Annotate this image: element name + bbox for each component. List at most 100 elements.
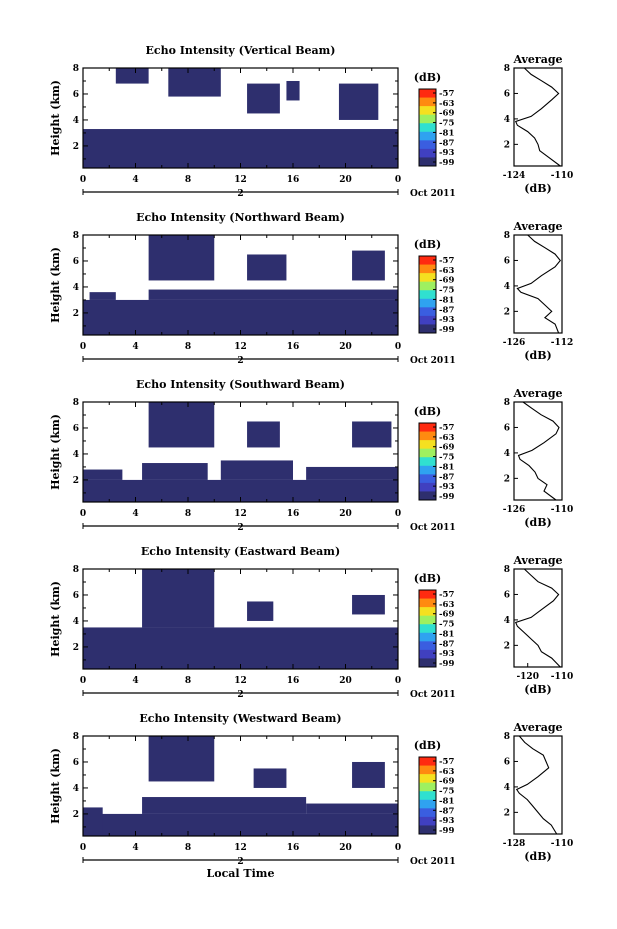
x-tick-label: 4 [132,342,138,352]
colorbar-segment [419,774,436,784]
average-frame [513,234,563,334]
colorbar-segment [419,816,436,826]
y-tick-label: 2 [73,476,79,486]
echo-region [247,601,274,621]
x-tick-label: 0 [80,342,86,352]
average-x-label: (dB) [524,516,551,529]
y-tick-label: 8 [73,64,79,74]
colorbar-segment [419,448,436,458]
colorbar-tick-label: -81 [439,462,454,472]
colorbar-unit: (dB) [414,739,441,752]
average-x-tick-label: -128 [503,839,526,849]
average-x-tick-label: -110 [551,505,574,515]
y-axis-label: Height (km) [49,748,62,824]
colorbar-segment [419,123,436,133]
date-label: Oct 2011 [410,690,456,700]
colorbar-unit: (dB) [414,405,441,418]
x-tick-label: 8 [185,509,191,519]
colorbar-tick-label: -93 [439,649,454,659]
date-label: Oct 2011 [410,356,456,366]
colorbar-segment [419,256,436,266]
x-tick-label: 20 [339,509,352,519]
colorbar-frame [418,422,437,501]
average-x-label: (dB) [524,683,551,696]
echo-region [148,402,215,448]
average-y-tick-label: 6 [504,256,510,266]
average-y-tick-label: 6 [504,757,510,767]
echo-region [83,807,103,836]
x-tick-label: 8 [185,676,191,686]
average-title: Average [512,53,562,66]
x-axis-label: Local Time [207,867,275,880]
average-title: Average [512,721,562,734]
colorbar-tick-label: -99 [439,659,454,669]
average-y-tick-label: 2 [504,140,510,150]
average-y-tick-label: 6 [504,590,510,600]
x-tick-label: 12 [234,843,247,853]
panel-3: Echo Intensity (Southward Beam) 2 4 6 8 0 4 8 12… [49,378,573,533]
x-tick-label: 16 [287,175,300,185]
colorbar-segment [419,457,436,467]
colorbar-segment [419,799,436,809]
colorbar-segment [419,440,436,450]
echo-region [148,736,215,782]
colorbar-tick-label: -69 [439,109,454,119]
average-y-tick-label: 6 [504,89,510,99]
average-y-tick-label: 2 [504,474,510,484]
heatmap-title: Echo Intensity (Northward Beam) [136,211,345,224]
echo-region [142,797,307,814]
x-tick-label: 4 [132,843,138,853]
date-tick-label: 2 [237,523,243,533]
colorbar-segment [419,491,436,501]
average-profile-line [515,735,558,835]
colorbar-tick-label: -99 [439,325,454,335]
date-label: Oct 2011 [410,523,456,533]
colorbar-tick-label: -93 [439,148,454,158]
echo-region [352,421,392,448]
colorbar-segment [419,757,436,767]
echo-region [247,421,280,448]
echo-region [115,68,149,84]
average-y-tick-label: 4 [504,449,510,459]
average-y-tick-label: 2 [504,641,510,651]
y-axis-label: Height (km) [49,414,62,490]
y-tick-label: 4 [73,784,79,794]
y-tick-label: 8 [73,231,79,241]
x-tick-label: 20 [339,342,352,352]
average-y-tick-label: 4 [504,115,510,125]
colorbar-tick-label: -57 [439,256,454,266]
colorbar-segment [419,658,436,668]
average-title: Average [512,554,562,567]
date-label: Oct 2011 [410,189,456,199]
x-tick-label: 20 [339,843,352,853]
colorbar-segment [419,765,436,775]
average-x-tick-label: -110 [551,171,574,181]
colorbar-frame [418,255,437,334]
echo-regions [83,736,398,836]
average-title: Average [512,387,562,400]
panel-1: Echo Intensity (Vertical Beam) 2 4 6 8 0 4 8 12 1… [49,44,573,199]
y-axis-label: Height (km) [49,80,62,156]
panel-5: Echo Intensity (Westward Beam) 2 4 6 8 0 4 8 12 1… [49,712,573,880]
average-x-tick-label: -110 [551,839,574,849]
echo-region [306,803,398,814]
average-x-tick-label: -126 [503,505,526,515]
x-tick-label: 0 [80,175,86,185]
average-profile-line [517,401,560,501]
average-title: Average [512,220,562,233]
colorbar-segment [419,307,436,317]
colorbar-tick-label: -75 [439,620,454,630]
date-tick-label: 2 [237,690,243,700]
colorbar-tick-label: -99 [439,492,454,502]
x-tick-label: 12 [234,175,247,185]
echo-region [168,68,221,97]
x-tick-label: 8 [185,342,191,352]
colorbar-segment [419,290,436,300]
colorbar-segment [419,465,436,475]
colorbar-tick-label: -87 [439,138,454,148]
average-y-tick-label: 8 [504,732,510,742]
y-tick-label: 6 [73,591,79,601]
colorbar-unit: (dB) [414,238,441,251]
echo-region [83,129,398,168]
